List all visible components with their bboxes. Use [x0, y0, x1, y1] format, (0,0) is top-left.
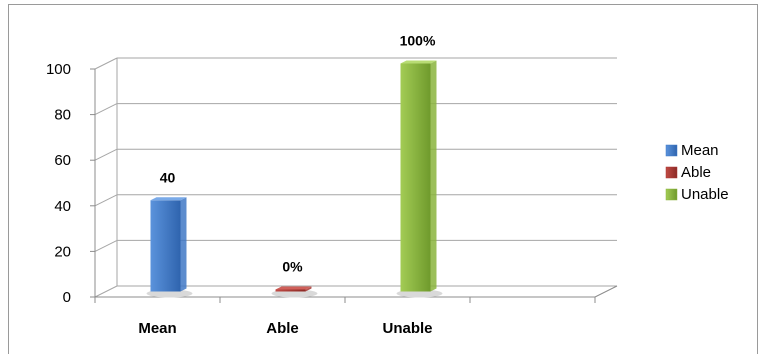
gridline-depth	[94, 194, 118, 207]
bar-mean	[146, 197, 193, 298]
gridline-depth	[94, 239, 118, 252]
x-tick-label: Mean	[138, 320, 176, 337]
y-tick-label: 20	[54, 243, 71, 260]
gridline-depth	[94, 103, 118, 116]
bar-front	[150, 200, 181, 292]
x-tick-label: Unable	[382, 320, 432, 337]
y-tick-label: 0	[63, 289, 71, 306]
legend-swatch	[665, 144, 678, 157]
legend-item: Able	[665, 164, 711, 181]
bar-top	[275, 286, 312, 290]
gridline-depth	[94, 148, 118, 161]
y-tick-label: 100	[46, 61, 71, 78]
bar-able	[271, 286, 318, 298]
bar-top	[150, 197, 187, 201]
bar-side	[430, 60, 437, 292]
bar-front	[400, 63, 431, 292]
floor-right-edge	[594, 285, 618, 298]
legend-swatch	[665, 188, 678, 201]
gridline-depth	[94, 285, 118, 298]
legend-label: Able	[681, 164, 711, 181]
data-label: 40	[160, 169, 176, 185]
x-tick-label: Able	[266, 320, 299, 337]
bar-side	[180, 197, 187, 292]
bar-side	[305, 286, 312, 292]
legend-label: Unable	[681, 186, 729, 203]
bar-top	[400, 60, 437, 64]
gridline-depth	[94, 57, 118, 70]
legend-label: Mean	[681, 142, 719, 159]
legend-swatch	[665, 166, 678, 179]
y-tick-label: 60	[54, 152, 71, 169]
data-label: 0%	[282, 259, 303, 275]
y-tick-label: 80	[54, 107, 71, 124]
legend-item: Mean	[665, 142, 719, 159]
legend-item: Unable	[665, 186, 729, 203]
data-label: 100%	[400, 33, 436, 49]
chart-frame	[8, 4, 758, 354]
bar-front	[275, 289, 306, 292]
y-tick-label: 40	[54, 198, 71, 215]
bar-unable	[396, 60, 443, 298]
